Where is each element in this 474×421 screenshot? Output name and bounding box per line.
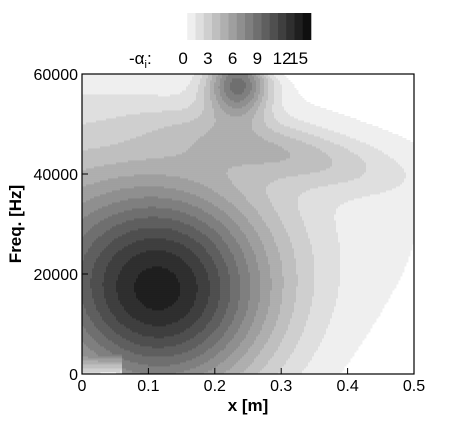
colorbar-tick-label: 6	[228, 49, 237, 68]
colorbar-swatch	[229, 13, 238, 40]
colorbar-tick-label: 0	[178, 49, 187, 68]
colorbar-swatch	[253, 13, 262, 40]
colorbar-swatch	[262, 13, 271, 40]
colorbar-swatch	[196, 13, 205, 40]
colorbar-swatch	[303, 13, 312, 40]
colorbar-swatch	[278, 13, 287, 40]
colorbar-swatch	[295, 13, 304, 40]
colorbar-tick-label: 9	[253, 49, 262, 68]
colorbar-tick-label: 15	[289, 49, 308, 68]
colorbar-swatch	[212, 13, 221, 40]
colorbar-swatch	[237, 13, 246, 40]
colorbar-swatch	[245, 13, 254, 40]
plot-area	[82, 74, 414, 374]
colorbar-swatch	[270, 13, 279, 40]
colorbar-tick-label: 3	[203, 49, 212, 68]
colorbar-swatch	[187, 13, 196, 40]
colorbar-swatch	[179, 13, 188, 40]
colorbar-label: -αi:	[129, 49, 152, 71]
colorbar-swatch	[286, 13, 295, 40]
colorbar-swatch	[204, 13, 213, 40]
colorbar-swatch	[220, 13, 229, 40]
colorbar	[179, 13, 311, 40]
